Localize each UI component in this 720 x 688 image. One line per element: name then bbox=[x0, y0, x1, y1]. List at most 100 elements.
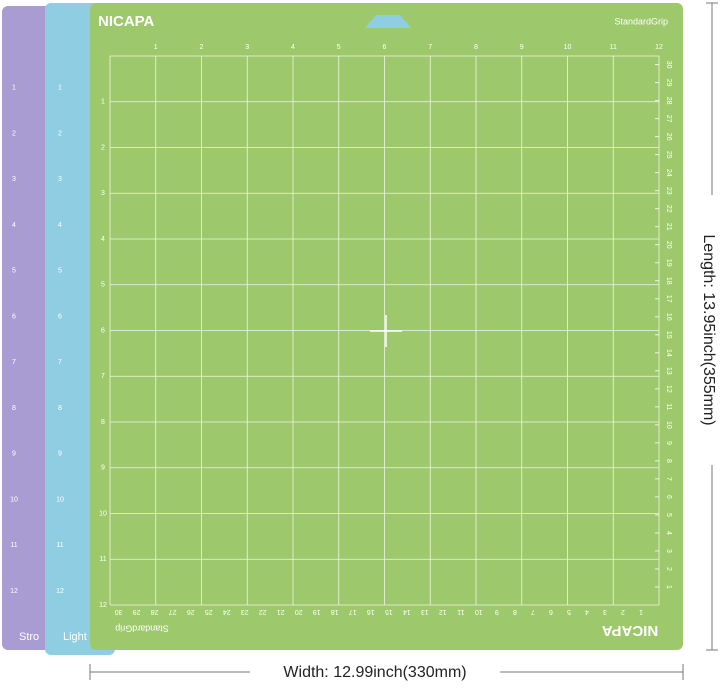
center-cross bbox=[370, 315, 402, 347]
top-ruler-number: 10 bbox=[564, 44, 572, 51]
bottom-ruler-number: 30 bbox=[115, 608, 123, 615]
back-mat-ruler-number: 1 bbox=[58, 85, 62, 92]
top-ruler-number: 6 bbox=[383, 44, 387, 51]
right-ruler-number: 13 bbox=[665, 367, 672, 375]
right-ruler-number: 18 bbox=[665, 277, 672, 285]
back-mat-ruler-number: 11 bbox=[56, 542, 63, 549]
bottom-ruler-number: 28 bbox=[151, 608, 159, 615]
bottom-ruler-number: 23 bbox=[241, 608, 249, 615]
grid bbox=[109, 55, 660, 606]
right-ruler-number: 8 bbox=[665, 459, 672, 463]
grip-label-mirrored: StandardGrip bbox=[115, 624, 169, 634]
bottom-ruler-number: 29 bbox=[133, 608, 141, 615]
bottom-ruler-number: 14 bbox=[403, 608, 411, 615]
left-ruler-number: 3 bbox=[101, 190, 105, 197]
top-ruler-number: 5 bbox=[337, 44, 341, 51]
grip-label: StandardGrip bbox=[614, 16, 668, 26]
back-mat-label: Light bbox=[63, 631, 87, 643]
brand: NICAPA bbox=[98, 13, 155, 30]
top-ruler-number: 3 bbox=[245, 44, 249, 51]
left-ruler-number: 2 bbox=[101, 144, 105, 151]
left-ruler-number: 12 bbox=[99, 602, 107, 609]
right-ruler-number: 1 bbox=[665, 585, 672, 589]
bottom-ruler-number: 16 bbox=[367, 608, 375, 615]
bottom-ruler-number: 27 bbox=[169, 608, 177, 615]
bottom-ruler-number: 9 bbox=[495, 608, 499, 615]
back-mat-ruler-number: 4 bbox=[12, 222, 16, 229]
back-mat-ruler-number: 8 bbox=[58, 405, 62, 412]
top-ruler-number: 9 bbox=[520, 44, 524, 51]
right-ruler-number: 2 bbox=[665, 567, 672, 571]
top-ruler-number: 1 bbox=[154, 44, 158, 51]
bottom-ruler-number: 13 bbox=[421, 608, 429, 615]
right-ruler-number: 21 bbox=[665, 223, 672, 231]
right-ruler-number: 6 bbox=[665, 495, 672, 499]
hanging-notch bbox=[365, 15, 411, 28]
back-mat-ruler-number: 1 bbox=[12, 85, 16, 92]
top-ruler-number: 2 bbox=[200, 44, 204, 51]
left-ruler-number: 8 bbox=[101, 419, 105, 426]
right-ruler-number: 7 bbox=[665, 477, 672, 481]
bottom-ruler-number: 21 bbox=[277, 608, 285, 615]
left-ruler-number: 5 bbox=[101, 282, 105, 289]
right-ruler-number: 5 bbox=[665, 513, 672, 517]
back-mat-ruler-number: 7 bbox=[12, 359, 16, 366]
back-mat-ruler-number: 5 bbox=[12, 268, 16, 275]
right-ruler-number: 23 bbox=[665, 187, 672, 195]
right-ruler-number: 16 bbox=[665, 313, 672, 321]
right-ruler-number: 28 bbox=[665, 97, 672, 105]
back-mat-ruler-number: 10 bbox=[10, 496, 18, 503]
bottom-ruler-number: 24 bbox=[223, 608, 231, 615]
bottom-ruler-number: 7 bbox=[531, 608, 535, 615]
bottom-ruler-number: 1 bbox=[639, 608, 643, 615]
right-ruler-number: 20 bbox=[665, 241, 672, 249]
right-ruler-number: 26 bbox=[665, 133, 672, 141]
width-label-bg bbox=[250, 662, 500, 682]
bottom-ruler-number: 10 bbox=[475, 608, 483, 615]
back-mat-ruler-number: 10 bbox=[56, 496, 64, 503]
left-ruler-number: 6 bbox=[101, 327, 105, 334]
right-ruler-number: 4 bbox=[665, 531, 672, 535]
back-mat-ruler-number: 9 bbox=[58, 451, 62, 458]
back-mat-label: Stro bbox=[19, 631, 39, 643]
top-ruler-number: 7 bbox=[428, 44, 432, 51]
back-mat-ruler-number: 3 bbox=[58, 176, 62, 183]
right-ruler-number: 24 bbox=[665, 169, 672, 177]
bottom-ruler-number: 2 bbox=[621, 608, 625, 615]
back-mat-ruler-number: 8 bbox=[12, 405, 16, 412]
right-ruler-number: 9 bbox=[665, 441, 672, 445]
right-ruler-number: 22 bbox=[665, 205, 672, 213]
back-mat-ruler-number: 3 bbox=[12, 176, 16, 183]
back-mat-ruler-number: 4 bbox=[58, 222, 62, 229]
bottom-ruler-number: 11 bbox=[457, 608, 464, 615]
back-mat-ruler-number: 5 bbox=[58, 268, 62, 275]
top-ruler-number: 11 bbox=[610, 44, 617, 51]
right-ruler-number: 15 bbox=[665, 331, 672, 339]
right-ruler-number: 25 bbox=[665, 151, 672, 159]
right-ruler-number: 19 bbox=[665, 259, 672, 267]
brand-mirrored: NICAPA bbox=[602, 622, 659, 639]
right-ruler-number: 29 bbox=[665, 79, 672, 87]
bottom-ruler-number: 12 bbox=[439, 608, 447, 615]
bottom-ruler-number: 18 bbox=[331, 608, 339, 615]
top-ruler-number: 8 bbox=[474, 44, 478, 51]
top-ruler-number: 4 bbox=[291, 44, 295, 51]
back-mat-ruler-number: 6 bbox=[12, 313, 16, 320]
right-ruler-number: 11 bbox=[665, 403, 672, 410]
top-ruler-number: 12 bbox=[655, 44, 663, 51]
bottom-ruler-number: 5 bbox=[567, 608, 571, 615]
length-label: Length: 13.95inch(355mm) bbox=[700, 234, 717, 425]
right-ruler-number: 12 bbox=[665, 385, 672, 393]
bottom-ruler-number: 15 bbox=[385, 608, 393, 615]
left-ruler-number: 4 bbox=[101, 236, 105, 243]
right-ruler-number: 17 bbox=[665, 295, 672, 303]
right-ruler-number: 10 bbox=[665, 421, 672, 429]
back-mat-ruler-number: 7 bbox=[58, 359, 62, 366]
right-ruler-number: 27 bbox=[665, 115, 672, 123]
back-mat-ruler-number: 9 bbox=[12, 451, 16, 458]
bottom-ruler-number: 17 bbox=[349, 608, 357, 615]
bottom-ruler-number: 22 bbox=[259, 608, 267, 615]
left-ruler-number: 9 bbox=[101, 465, 105, 472]
width-label: Width: 12.99inch(330mm) bbox=[283, 664, 466, 681]
